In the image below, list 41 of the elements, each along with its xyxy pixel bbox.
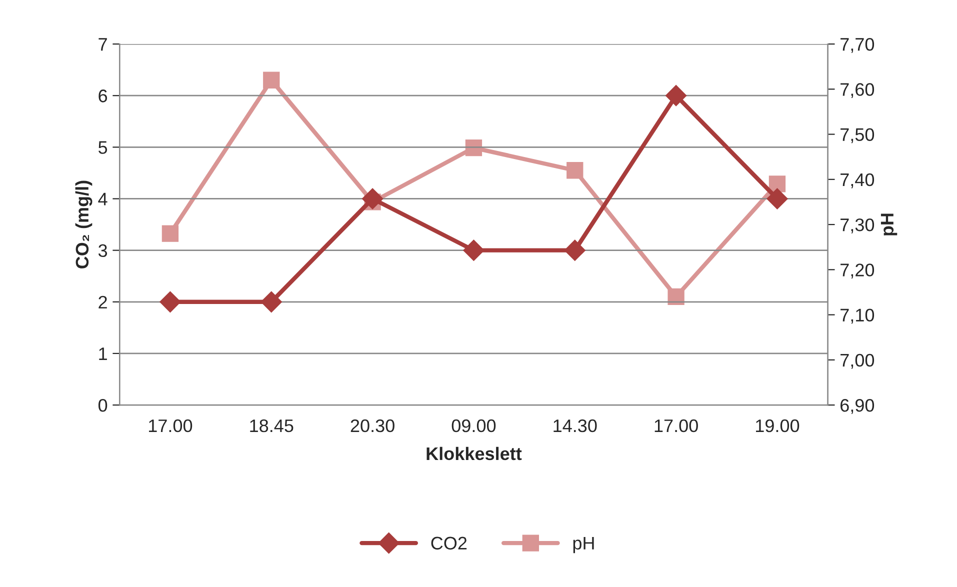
y2-tick-label: 6,90: [840, 398, 874, 414]
y2-tick-label: 7,00: [840, 354, 874, 369]
point: [160, 291, 181, 312]
y-tick-label: 3: [98, 244, 108, 258]
x-tick-label: 20.30: [350, 419, 394, 432]
x-tick-label: 17.00: [148, 419, 192, 432]
point: [666, 85, 687, 106]
point: [162, 225, 179, 242]
y2-tick-label: 7,40: [840, 173, 874, 188]
y2-tick-label: 7,50: [840, 128, 874, 144]
point: [463, 240, 484, 261]
x-tick-label: 14.30: [554, 419, 597, 432]
point: [362, 188, 384, 210]
y2-tick-label: 7,10: [840, 308, 874, 324]
x-tick-label: 18.45: [250, 419, 294, 432]
point: [263, 72, 280, 88]
point: [566, 162, 584, 179]
y2-tick-label: 7,30: [840, 218, 874, 234]
point: [564, 240, 586, 261]
y2-axis-title: pH: [880, 214, 898, 236]
y-tick-label: 2: [98, 296, 107, 308]
y-tick-label: 5: [98, 141, 108, 154]
x-axis-title: Klokkeslett: [426, 446, 522, 460]
point: [766, 188, 788, 210]
legend-label: CO2: [431, 536, 467, 550]
y2-tick-label: 7,70: [840, 38, 874, 53]
y-tick-label: 7: [98, 38, 107, 51]
legend-label: pH: [573, 536, 594, 554]
point: [465, 139, 482, 156]
x-tick-label: 17.00: [654, 419, 698, 432]
y-tick-label: 1: [99, 348, 107, 360]
y-tick-label: 4: [98, 192, 108, 206]
y2-tick-label: 7,20: [840, 264, 874, 279]
x-tick-label: 19.00: [756, 419, 800, 432]
point: [260, 291, 282, 312]
point: [668, 288, 684, 306]
x-tick-label: 09.00: [452, 419, 496, 432]
y2-tick-label: 7,60: [840, 83, 874, 98]
y-tick-label: 0: [98, 398, 108, 412]
y-axis-title: CO₂ (mg/l): [75, 180, 92, 268]
y-tick-label: 6: [98, 90, 108, 102]
